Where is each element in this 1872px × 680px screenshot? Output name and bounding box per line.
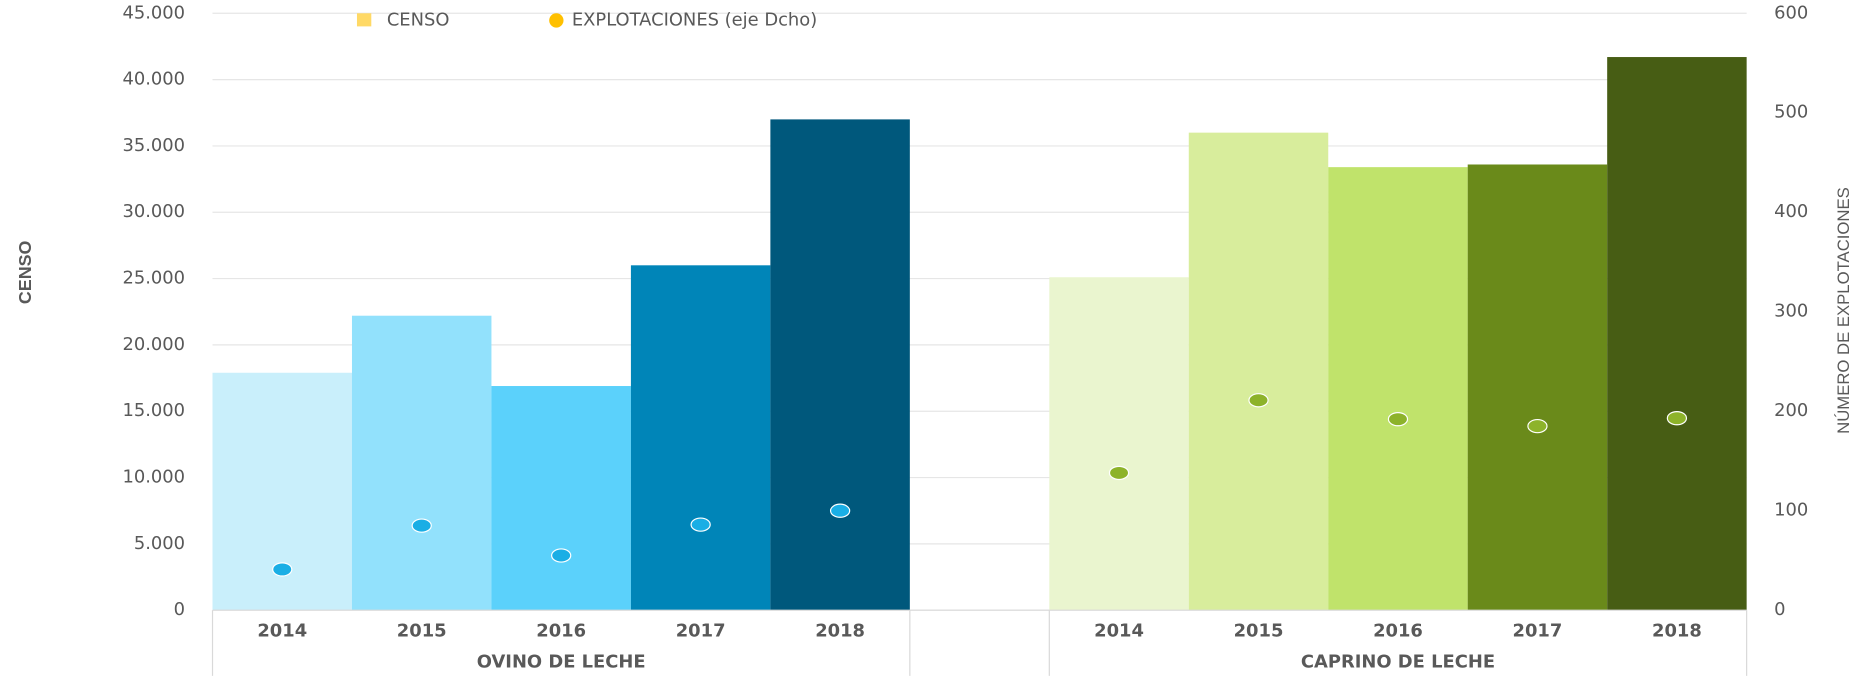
- bar: [770, 119, 910, 611]
- x-tick-label: 2017: [1513, 621, 1563, 642]
- y2-tick-label: 500: [1774, 102, 1808, 123]
- bar: [1467, 164, 1608, 611]
- point: [411, 518, 432, 533]
- y2-tick-label: 200: [1774, 400, 1808, 421]
- y-tick-label: 45.000: [122, 2, 185, 23]
- y-tick-label: 40.000: [122, 69, 185, 90]
- point: [1527, 418, 1548, 434]
- y-axis-title: CENSO: [15, 240, 35, 304]
- y2-tick-label: 100: [1774, 500, 1808, 521]
- legend-label: EXPLOTACIONES (eje Dcho): [572, 9, 817, 30]
- y2-tick-label: 0: [1774, 599, 1785, 620]
- y2-tick-label: 400: [1774, 201, 1808, 222]
- y-tick-label: 35.000: [122, 135, 185, 156]
- point: [1248, 393, 1269, 408]
- bar: [1607, 57, 1747, 611]
- group-label: OVINO DE LECHE: [477, 652, 646, 673]
- y-tick-label: 10.000: [122, 467, 185, 488]
- x-tick-label: 2015: [397, 621, 447, 642]
- legend-swatch: [549, 13, 564, 28]
- point: [690, 517, 711, 532]
- point: [1666, 411, 1688, 426]
- y-tick-label: 30.000: [122, 201, 185, 222]
- point: [1108, 465, 1130, 481]
- point: [272, 562, 293, 577]
- y2-tick-label: 300: [1774, 301, 1808, 322]
- x-tick-label: 2014: [1094, 621, 1144, 642]
- point: [551, 548, 572, 563]
- x-tick-label: 2016: [536, 621, 586, 642]
- bar: [491, 386, 631, 611]
- y-tick-label: 0: [174, 599, 185, 620]
- y2-axis-title: NÚMERO DE EXPLOTACIONES: [1834, 187, 1853, 434]
- x-tick-label: 2018: [815, 621, 865, 642]
- y-tick-label: 25.000: [122, 268, 185, 289]
- x-tick-label: 2015: [1234, 621, 1284, 642]
- legend-label: CENSO: [387, 9, 450, 30]
- x-tick-label: 2017: [676, 621, 726, 642]
- group-label: CAPRINO DE LECHE: [1301, 652, 1495, 673]
- bar: [1049, 277, 1189, 611]
- bar: [1188, 132, 1329, 611]
- point: [829, 503, 851, 518]
- bar: [630, 265, 771, 611]
- y-tick-label: 20.000: [122, 334, 185, 355]
- bar: [1328, 167, 1468, 611]
- x-tick-label: 2016: [1373, 621, 1423, 642]
- y-tick-label: 15.000: [122, 400, 185, 421]
- y2-tick-label: 600: [1774, 2, 1808, 23]
- x-tick-label: 2018: [1652, 621, 1702, 642]
- bar: [351, 315, 492, 611]
- y-tick-label: 5.000: [134, 533, 185, 554]
- legend-swatch: [356, 13, 372, 27]
- x-tick-label: 2014: [257, 621, 307, 642]
- point: [1387, 412, 1409, 427]
